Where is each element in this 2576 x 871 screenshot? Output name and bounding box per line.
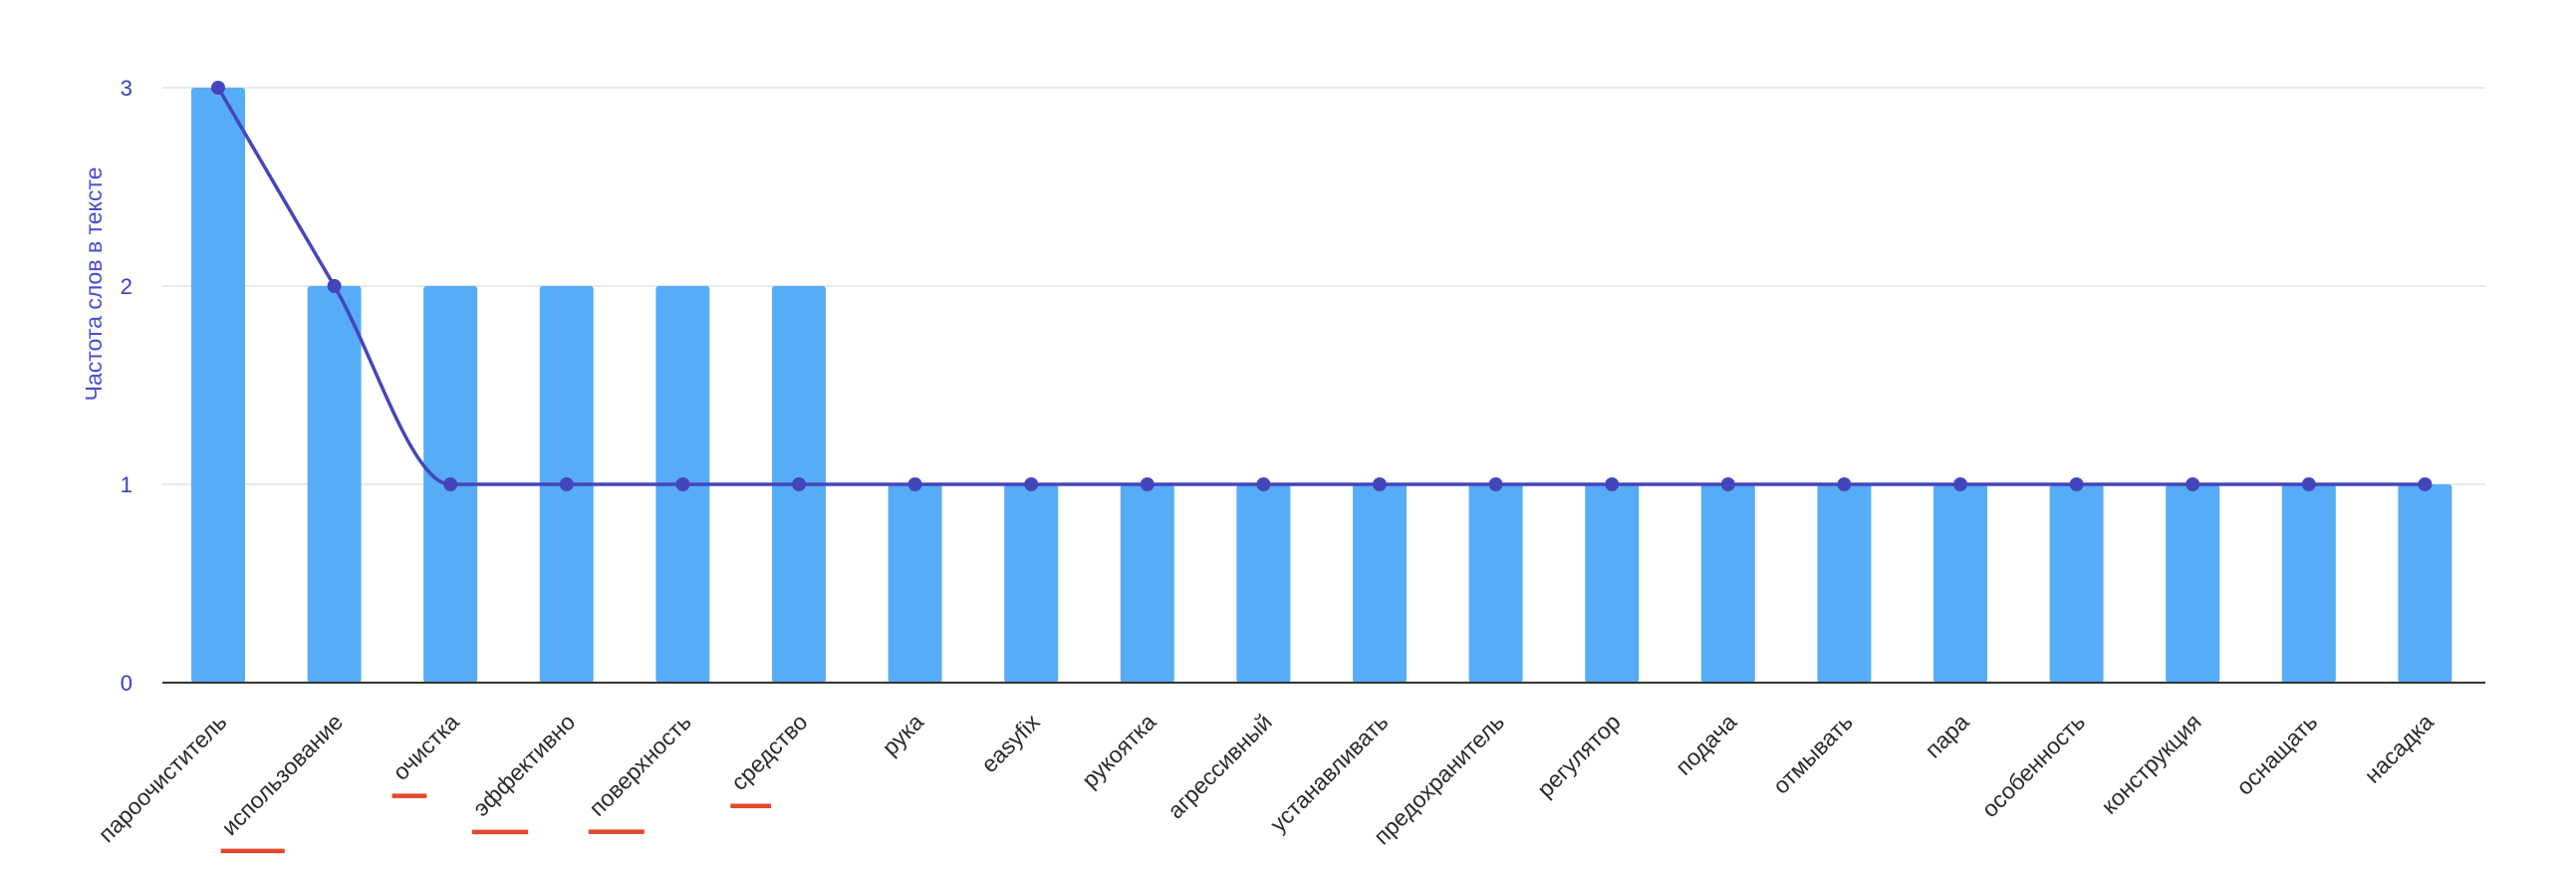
line-point (1488, 477, 1503, 491)
x-tick-label: оснащать (2231, 709, 2323, 800)
x-tick-label: easyfix (976, 709, 1045, 777)
bar (1004, 484, 1059, 683)
line-point (1837, 477, 1852, 491)
x-tick-label: насадка (2359, 709, 2439, 788)
line-point (1140, 477, 1155, 491)
y-tick-label: 2 (121, 274, 132, 299)
bar (2281, 484, 2336, 683)
x-tick: насадка (2359, 709, 2439, 788)
x-tick: особенность (1976, 709, 2090, 822)
x-tick: средство (726, 709, 813, 795)
x-tick: подача (1671, 709, 1742, 780)
x-tick-label: поверхность (584, 709, 696, 821)
x-tick-label: пароочиститель (94, 709, 232, 847)
x-tick: устанавливать (1265, 709, 1394, 837)
y-tick-label: 0 (121, 671, 132, 696)
x-tick-label: устанавливать (1265, 709, 1394, 837)
x-tick-label: использование (216, 709, 348, 840)
y-tick-label: 3 (121, 76, 132, 101)
bar (1120, 484, 1174, 683)
x-tick-label: особенность (1976, 709, 2090, 822)
x-tick-label: рука (877, 709, 928, 760)
x-tick-label: эффективно (467, 709, 580, 821)
y-tick-labels: 0 1 2 3 (121, 76, 132, 696)
line-point (1953, 477, 1967, 491)
bar (1236, 484, 1291, 683)
line-point (675, 477, 690, 491)
x-tick: эффективно (467, 709, 580, 821)
bar (1933, 484, 1987, 683)
x-tick-label: конструкция (2096, 709, 2206, 819)
line-point (443, 477, 458, 491)
line-point (1373, 477, 1387, 491)
line-point (1024, 477, 1039, 491)
line-point (1256, 477, 1271, 491)
bar (1700, 484, 1755, 683)
bar (191, 88, 245, 683)
x-tick: пароочиститель (94, 709, 232, 847)
bar-series (191, 88, 2452, 683)
line-series (211, 81, 2433, 491)
line-point (327, 279, 342, 293)
x-tick: агрессивный (1162, 709, 1277, 823)
y-tick-label: 1 (121, 472, 132, 497)
x-tick-label: регулятор (1532, 709, 1626, 802)
line-point (1605, 477, 1620, 491)
x-tick: поверхность (584, 709, 696, 821)
line-point (559, 477, 574, 491)
x-tick-label: агрессивный (1162, 709, 1277, 823)
line-point (2186, 477, 2200, 491)
bar (1353, 484, 1407, 683)
bar (2049, 484, 2104, 683)
x-tick: оснащать (2231, 709, 2323, 800)
x-tick-label: подача (1671, 709, 1742, 780)
gridlines (162, 87, 2485, 485)
x-tick: easyfix (976, 709, 1045, 777)
bar (888, 484, 942, 683)
bar (2166, 484, 2220, 683)
x-tick: использование (216, 709, 348, 840)
x-tick-label: пара (1920, 709, 1973, 762)
y-axis-label: Частота слов в тексте (81, 167, 107, 402)
line-point (1720, 477, 1735, 491)
bar (1585, 484, 1640, 683)
x-tick-label: отмывать (1767, 709, 1857, 798)
x-tick-label: очистка (387, 709, 464, 785)
line-point (2301, 477, 2316, 491)
bar (1817, 484, 1872, 683)
bar (1468, 484, 1523, 683)
line-point (211, 81, 225, 95)
x-tick: регулятор (1532, 709, 1626, 802)
bar (2398, 484, 2452, 683)
x-tick-label: средство (726, 709, 813, 795)
x-tick: рукоятка (1077, 709, 1161, 793)
x-tick: пара (1920, 709, 1973, 762)
x-tick: конструкция (2096, 709, 2206, 819)
line-point (907, 477, 922, 491)
bar (307, 286, 362, 683)
line-point (2418, 477, 2433, 491)
line-point (792, 477, 806, 491)
x-tick: рука (877, 709, 928, 760)
x-tick-label: рукоятка (1077, 709, 1161, 793)
line-point (2069, 477, 2084, 491)
x-tick: очистка (387, 709, 464, 785)
x-tick: отмывать (1767, 709, 1857, 798)
